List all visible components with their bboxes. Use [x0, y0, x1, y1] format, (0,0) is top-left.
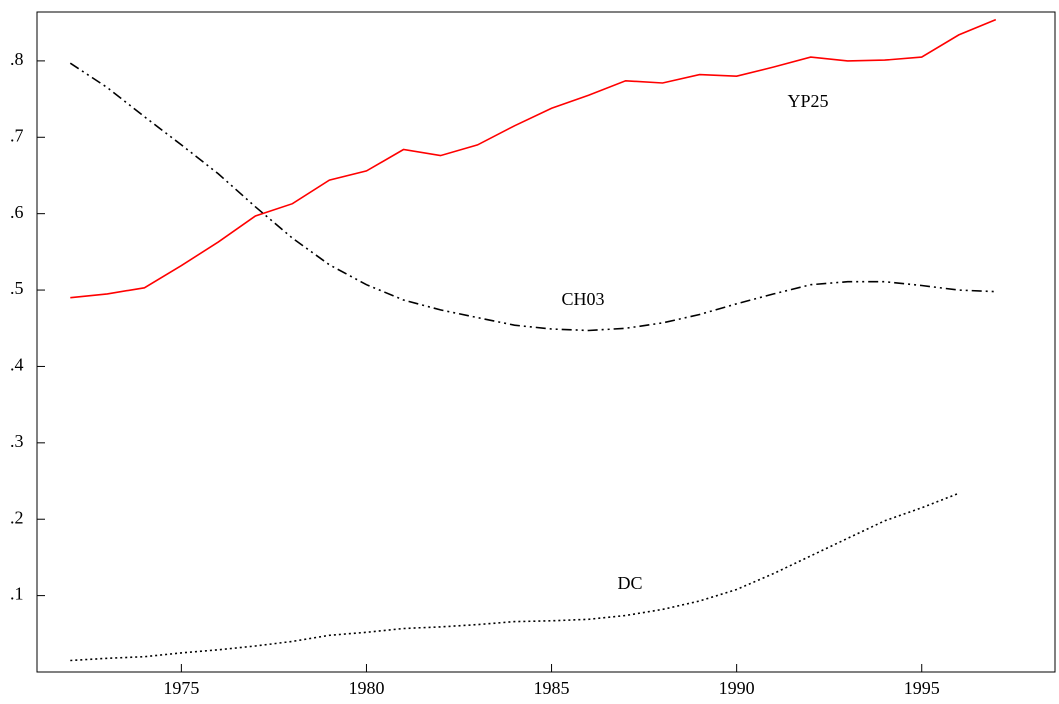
y-tick-label: .6 — [10, 202, 24, 222]
x-tick-label: 1995 — [904, 678, 940, 698]
x-tick-label: 1990 — [719, 678, 755, 698]
y-tick-label: .7 — [10, 125, 24, 145]
y-tick-label: .5 — [10, 278, 24, 298]
series-label: YP25 — [787, 91, 828, 111]
y-tick-label: .4 — [10, 355, 24, 375]
series-line — [70, 492, 960, 662]
y-tick-label: .1 — [10, 584, 24, 604]
x-tick-label: 1985 — [534, 678, 570, 698]
x-tick-label: 1980 — [348, 678, 384, 698]
y-tick-label: .3 — [10, 431, 24, 451]
series-label: DC — [617, 573, 642, 593]
series-label: CH03 — [561, 289, 604, 309]
x-tick-label: 1975 — [163, 678, 199, 698]
plot-frame — [36, 11, 1056, 673]
series-line — [69, 62, 996, 332]
y-tick-label: .2 — [10, 507, 24, 527]
series-line — [70, 18, 997, 299]
y-tick-label: .8 — [10, 49, 24, 69]
